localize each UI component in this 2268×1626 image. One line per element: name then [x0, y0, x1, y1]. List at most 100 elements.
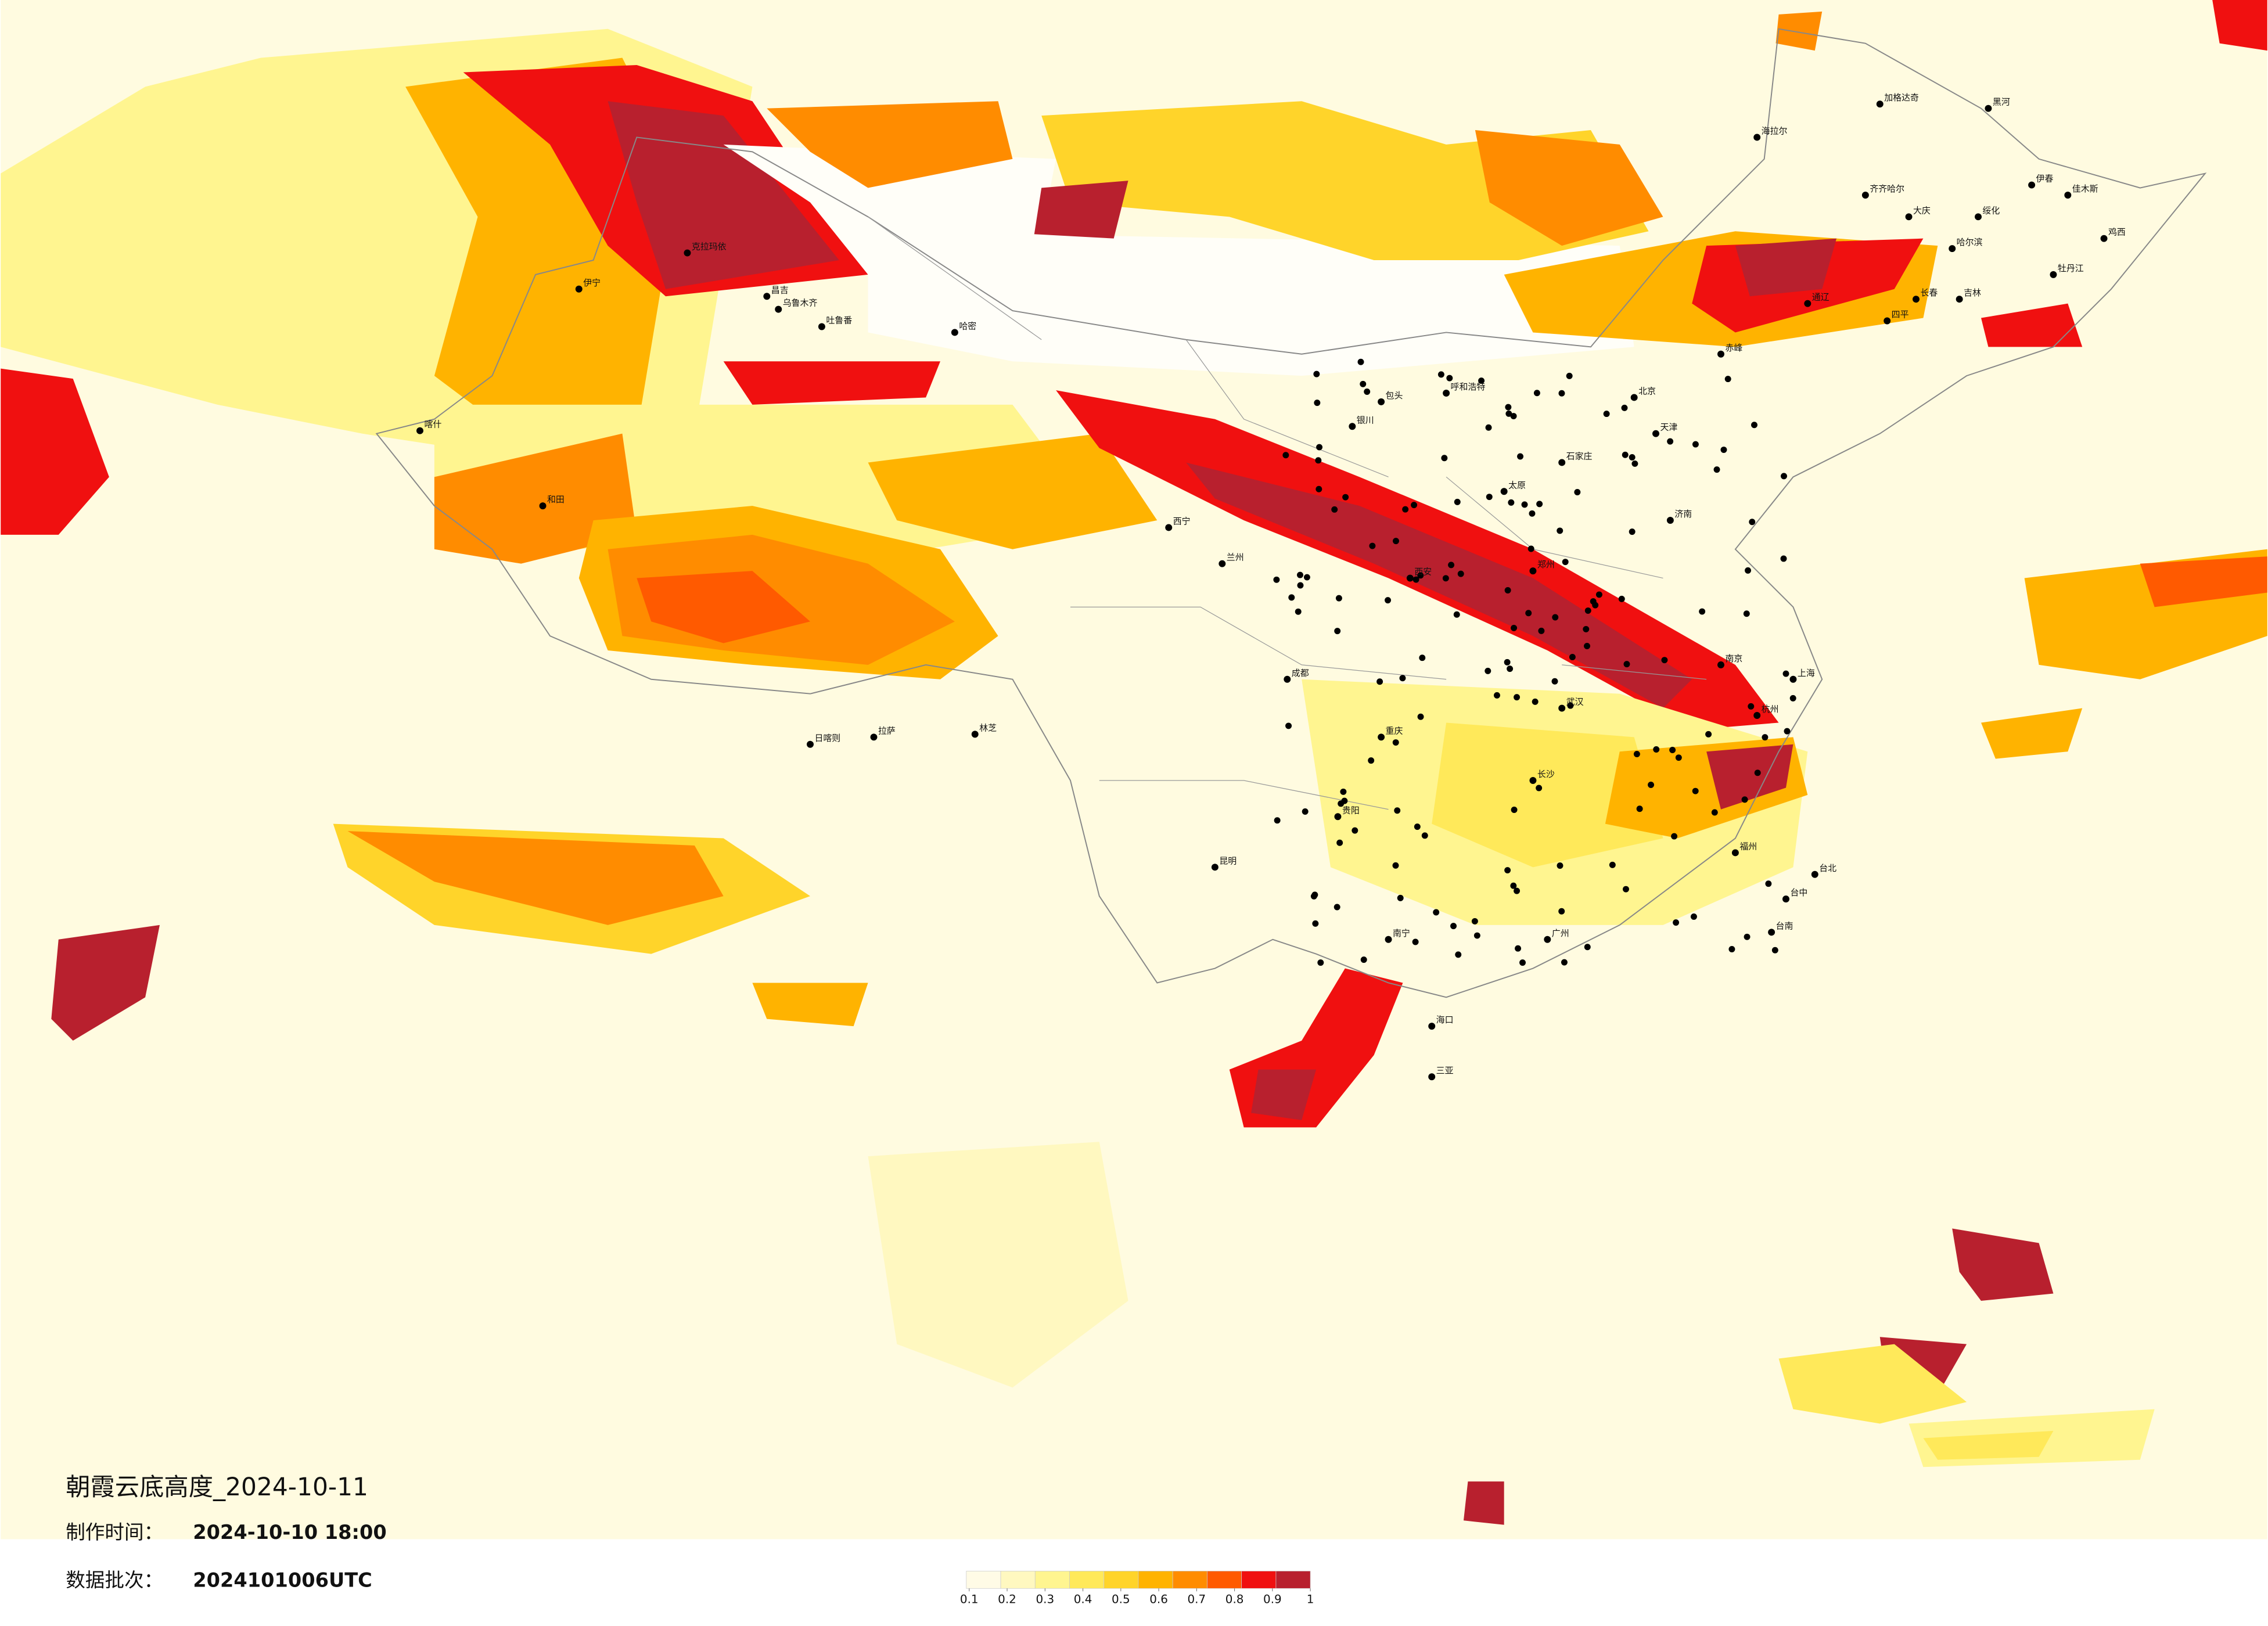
colorbar-tick-label: 0.6	[1149, 1593, 1168, 1606]
title: 朝霞云底高度_2024-10-11	[66, 1473, 368, 1501]
city-dot	[1748, 703, 1755, 710]
city-dot	[1536, 501, 1543, 508]
city-dot	[1486, 494, 1493, 501]
city-dot	[1771, 947, 1778, 954]
field	[752, 983, 868, 1027]
city-dot	[1446, 375, 1453, 382]
city-dot	[1428, 1073, 1436, 1081]
city-dot	[1713, 466, 1720, 473]
colorbar-tick-label: 0.3	[1036, 1593, 1054, 1606]
city-dot	[1666, 517, 1674, 524]
field	[637, 571, 810, 643]
colorbar-tick-label: 0.4	[1074, 1593, 1092, 1606]
city-dot	[1504, 587, 1511, 593]
city-label: 乌鲁木齐	[783, 298, 818, 308]
field	[51, 924, 160, 1041]
city-dot	[1507, 665, 1514, 672]
city-dot	[1510, 882, 1517, 889]
city-label: 台北	[1819, 863, 1836, 873]
city-dot	[1558, 390, 1565, 397]
city-label: 西宁	[1173, 516, 1191, 526]
field	[434, 433, 637, 564]
city-dot	[2100, 235, 2108, 242]
city-dot	[1720, 447, 1727, 454]
city-dot	[1421, 832, 1428, 839]
city-dot	[1211, 864, 1219, 871]
city-label: 昌吉	[771, 285, 789, 295]
city-dot	[1493, 692, 1500, 699]
city-dot	[1789, 695, 1796, 702]
city-dot	[1717, 661, 1724, 668]
city-label: 加格达奇	[1884, 92, 1919, 103]
city-dot	[1753, 712, 1761, 719]
city-dot	[1336, 839, 1343, 846]
city-dot	[2064, 192, 2072, 199]
city-dot	[1376, 678, 1383, 685]
city-dot	[1485, 424, 1492, 431]
city-label: 长春	[1920, 287, 1938, 298]
city-dot	[1457, 570, 1464, 577]
city-dot	[1274, 817, 1281, 824]
city-dot	[1765, 880, 1772, 887]
city-dot	[1288, 594, 1295, 601]
city-dot	[1692, 441, 1699, 448]
city-dot	[1629, 454, 1636, 461]
city-dot	[1378, 398, 1385, 405]
city-label: 昆明	[1219, 855, 1237, 866]
city-dot	[1295, 608, 1302, 615]
city-dot	[1508, 499, 1515, 506]
city-label: 齐齐哈尔	[1870, 184, 1904, 194]
city-dot	[1561, 959, 1568, 966]
info-value: 2024101006UTC	[193, 1569, 372, 1591]
city-label: 伊春	[2036, 174, 2054, 184]
city-dot	[1455, 951, 1462, 958]
colorbar-box	[1138, 1571, 1173, 1589]
city-dot	[1378, 733, 1385, 741]
field	[1463, 1481, 1504, 1525]
city-dot	[1385, 597, 1392, 604]
field	[2212, 0, 2267, 51]
field	[1432, 722, 1663, 868]
city-dot	[1340, 788, 1347, 795]
city-label: 佳木斯	[2072, 184, 2098, 194]
city-label: 包头	[1386, 390, 1403, 401]
city-dot	[1544, 936, 1551, 943]
city-dot	[1569, 653, 1576, 660]
city-dot	[1949, 245, 1956, 253]
field	[1186, 462, 1692, 708]
city-label: 郑州	[1537, 559, 1555, 570]
colorbar-box	[1104, 1571, 1139, 1589]
city-dot	[1724, 376, 1731, 383]
city-dot	[1360, 380, 1367, 387]
city-dot	[1618, 595, 1625, 602]
city-dot	[1527, 545, 1534, 552]
city-label: 赤峰	[1725, 343, 1742, 353]
city-dot	[1985, 105, 1992, 112]
city-label: 福州	[1739, 841, 1757, 851]
city-label: 哈密	[959, 321, 976, 331]
field	[2140, 556, 2267, 607]
city-label: 和田	[547, 494, 565, 505]
city-label: 北京	[1638, 386, 1656, 396]
field	[1034, 181, 1128, 239]
city-label: 绥化	[1982, 205, 2000, 215]
city-dot	[1652, 430, 1659, 437]
city-dot	[1629, 528, 1636, 535]
city-dot	[1525, 610, 1532, 617]
colorbar: 0.1 0.2 0.3 0.4 0.5 0.6 0.7 0.8 0.9 1	[960, 1571, 1314, 1606]
city-dot	[1302, 808, 1309, 815]
city-label: 喀什	[424, 419, 441, 430]
field	[1923, 1431, 2054, 1460]
city-dot	[1392, 739, 1399, 746]
city-dot	[1394, 807, 1401, 814]
city-dot	[1861, 192, 1869, 199]
city-dot	[1630, 394, 1638, 401]
city-dot	[1412, 576, 1419, 583]
field	[347, 831, 724, 925]
city-dot	[1393, 538, 1399, 545]
city-dot	[1341, 797, 1348, 804]
city-dot	[1406, 574, 1414, 582]
city-dot	[1648, 781, 1655, 788]
city-dot	[1558, 459, 1566, 466]
city-dot	[1583, 625, 1590, 632]
